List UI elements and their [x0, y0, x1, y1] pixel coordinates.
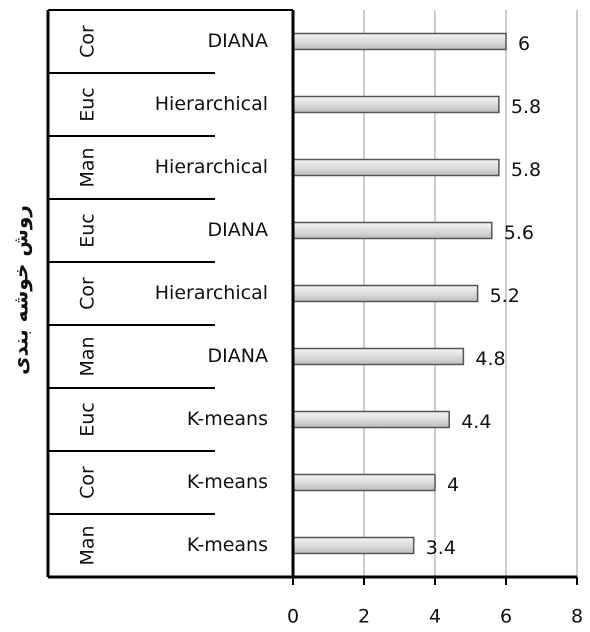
group-label: Cor: [77, 466, 99, 499]
x-tick-label: 0: [287, 606, 299, 628]
x-tick-label: 2: [358, 606, 370, 628]
bar: [292, 347, 465, 366]
x-tick-label: 6: [500, 606, 512, 628]
category-label: Hierarchical: [155, 156, 268, 178]
group-label: Euc: [77, 87, 99, 122]
value-label: 5.8: [511, 159, 541, 181]
bar: [292, 158, 500, 177]
bar: [292, 221, 493, 240]
category-label: K-means: [187, 534, 268, 556]
bar: [292, 536, 415, 555]
group-label: Man: [77, 525, 99, 565]
value-label: 4.8: [475, 348, 505, 370]
group-label: Cor: [77, 277, 99, 310]
x-tick-label: 4: [429, 606, 441, 628]
bar: [292, 95, 500, 114]
value-label: 5.2: [490, 285, 520, 307]
value-label: 4: [447, 474, 459, 496]
y-axis-label: روش خوشه بندی: [9, 205, 33, 375]
value-label: 6: [518, 33, 530, 55]
group-label: Cor: [77, 25, 99, 58]
group-label: Euc: [77, 402, 99, 437]
x-tick-label: 8: [571, 606, 583, 628]
bar: [292, 473, 436, 492]
category-label: DIANA: [208, 219, 268, 241]
category-label: Hierarchical: [155, 282, 268, 304]
category-label: DIANA: [208, 30, 268, 52]
bar: [292, 410, 450, 429]
category-label: K-means: [187, 408, 268, 430]
group-label: Man: [77, 147, 99, 187]
bar: [292, 284, 479, 303]
value-label: 5.8: [511, 96, 541, 118]
category-label: K-means: [187, 471, 268, 493]
group-label: Euc: [77, 213, 99, 248]
category-label: Hierarchical: [155, 93, 268, 115]
value-label: 4.4: [461, 411, 491, 433]
bar: [292, 32, 507, 51]
group-label: Man: [77, 336, 99, 376]
value-label: 3.4: [426, 537, 456, 559]
value-label: 5.6: [504, 222, 534, 244]
category-label: DIANA: [208, 345, 268, 367]
